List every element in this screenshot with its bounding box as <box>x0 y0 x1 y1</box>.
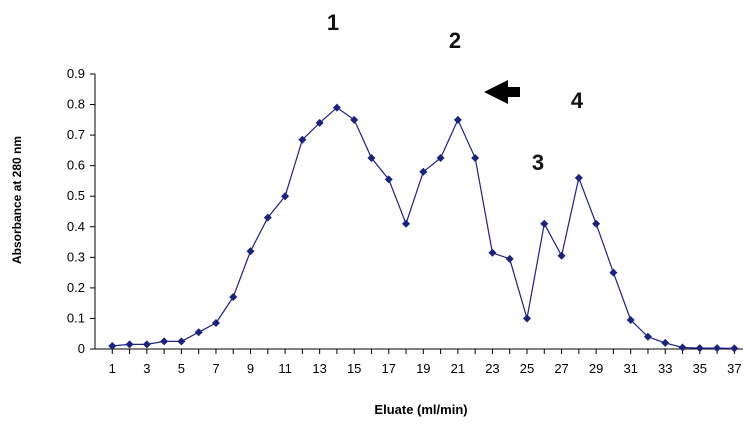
y-tick-label: 0.9 <box>67 66 85 81</box>
data-point <box>384 175 393 184</box>
y-tick-label: 0 <box>78 341 85 356</box>
data-point <box>540 219 549 228</box>
data-point <box>643 332 652 341</box>
x-tick-label: 5 <box>178 361 185 376</box>
data-point <box>332 103 341 112</box>
x-tick-label: 9 <box>247 361 254 376</box>
data-point <box>574 173 583 182</box>
data-point <box>367 154 376 163</box>
y-tick-label: 0.5 <box>67 188 85 203</box>
y-tick-label: 0.4 <box>67 219 85 234</box>
tick-labels: 00.10.20.30.40.50.60.70.80.91 3 5 7 9 11 13 15 1… <box>67 66 742 376</box>
data-point <box>626 315 635 324</box>
data-point <box>315 118 324 127</box>
data-point <box>125 340 134 349</box>
x-tick-label: 11 <box>278 361 292 376</box>
peak-label: 3 <box>532 150 544 175</box>
axes <box>90 73 743 354</box>
peak-label: 4 <box>571 88 584 113</box>
data-point <box>211 319 220 328</box>
peak-label: 2 <box>449 28 461 53</box>
x-tick-label: 33 <box>658 361 672 376</box>
x-tick-label: 17 <box>382 361 396 376</box>
x-tick-label: 23 <box>485 361 499 376</box>
data-point <box>298 135 307 144</box>
y-axis-label: Absorbance at 280 nm <box>10 136 24 264</box>
x-tick-label: 37 <box>727 361 741 376</box>
x-tick-label: 21 <box>451 361 465 376</box>
data-point <box>523 314 531 323</box>
data-point <box>263 213 272 222</box>
data-point <box>160 337 169 346</box>
x-tick-label: 7 <box>212 361 219 376</box>
data-point <box>108 341 117 350</box>
x-axis-label: Eluate (ml/min) <box>374 402 467 417</box>
data-point <box>350 115 359 124</box>
y-tick-label: 0.3 <box>67 249 85 264</box>
absorbance-series <box>108 103 739 353</box>
x-tick-label: 29 <box>589 361 603 376</box>
absorbance-line <box>112 106 735 349</box>
y-tick-label: 0.1 <box>67 310 85 325</box>
data-point <box>488 248 497 257</box>
y-tick-label: 0.7 <box>67 127 85 142</box>
y-tick-label: 0.2 <box>67 280 85 295</box>
left-arrow-icon <box>484 80 520 104</box>
x-tick-label: 27 <box>554 361 568 376</box>
data-point <box>695 344 704 353</box>
x-tick-label: 31 <box>623 361 637 376</box>
x-tick-label: 35 <box>693 361 707 376</box>
x-tick-label: 15 <box>347 361 361 376</box>
peak-annotations: 1 2 3 4 <box>327 10 584 175</box>
data-point <box>142 340 151 349</box>
x-tick-label: 19 <box>416 361 430 376</box>
x-tick-label: 3 <box>143 361 150 376</box>
data-point <box>713 344 722 353</box>
peak-label: 1 <box>327 10 339 35</box>
x-tick-label: 25 <box>520 361 534 376</box>
data-point <box>281 192 290 201</box>
data-point <box>229 293 238 302</box>
data-point <box>678 343 687 352</box>
data-point <box>246 247 255 256</box>
data-point <box>194 328 203 337</box>
data-point <box>419 167 428 176</box>
x-tick-label: 1 <box>109 361 116 376</box>
data-point <box>453 115 462 124</box>
data-point <box>661 338 670 347</box>
data-point <box>436 154 445 163</box>
data-point <box>592 219 601 228</box>
data-point <box>471 154 480 163</box>
y-tick-label: 0.8 <box>67 97 85 112</box>
data-point <box>177 337 186 346</box>
data-point <box>609 268 618 277</box>
data-point <box>402 219 411 228</box>
y-tick-label: 0.6 <box>67 158 85 173</box>
data-point <box>557 251 566 260</box>
data-point <box>730 344 739 353</box>
x-tick-label: 13 <box>312 361 326 376</box>
data-point <box>505 254 514 263</box>
